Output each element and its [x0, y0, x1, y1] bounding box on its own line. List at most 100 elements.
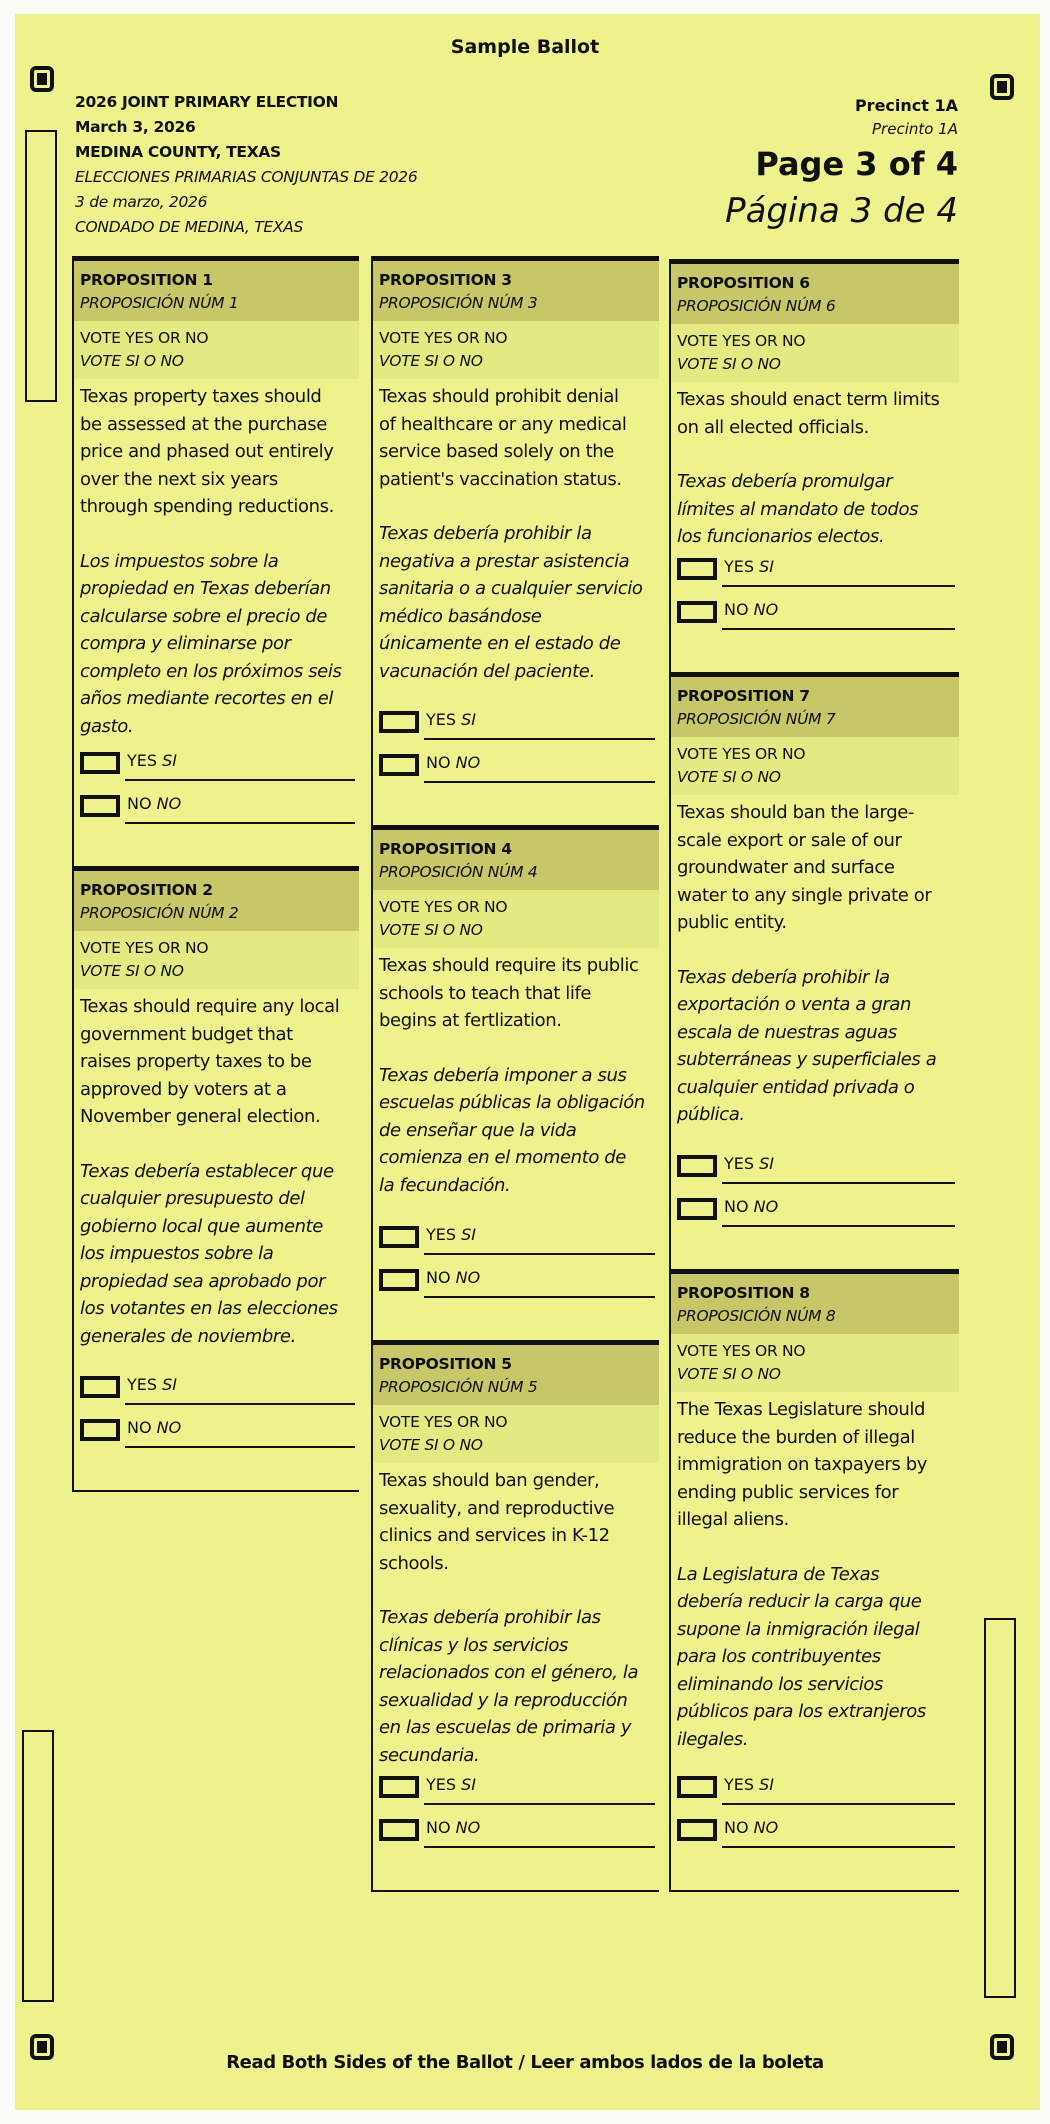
timing-mark-icon [30, 2034, 54, 2060]
proposition-8: PROPOSITION 8 PROPOSICIÓN NÚM 8 VOTE YES O… [669, 1269, 959, 1892]
yes-oval-checkbox[interactable] [677, 1155, 717, 1177]
proposition-text: Texas should ban the large- scale export… [671, 795, 959, 1129]
proposition-header: PROPOSITION 8 PROPOSICIÓN NÚM 8 [671, 1274, 959, 1334]
vote-instruction: VOTE YES OR NO VOTE SI O NO [373, 321, 659, 379]
proposition-header: PROPOSITION 1 PROPOSICIÓN NÚM 1 [74, 261, 359, 321]
option-divider [125, 822, 355, 824]
proposition-text-en: The Texas Legislature should reduce the … [677, 1399, 927, 1530]
option-yes[interactable]: YES SI [80, 1374, 355, 1405]
ballot-column-1: PROPOSITION 1 PROPOSICIÓN NÚM 1 VOTE YES O… [72, 256, 359, 1492]
proposition-text-es: Texas debería promulgar límites al manda… [677, 471, 919, 547]
precinct: Precinct 1A [854, 96, 958, 115]
no-oval-checkbox[interactable] [379, 754, 419, 776]
election-date: March 3, 2026 [75, 118, 196, 136]
vote-instruction: VOTE YES OR NO VOTE SI O NO [74, 931, 359, 989]
option-yes[interactable]: YES SI [80, 750, 355, 781]
vote-instruction-es: VOTE SI O NO [677, 1365, 781, 1383]
yes-oval-checkbox[interactable] [80, 1376, 120, 1398]
election-name-es: ELECCIONES PRIMARIAS CONJUNTAS DE 2026 [75, 168, 418, 186]
yes-oval-checkbox[interactable] [379, 1776, 419, 1798]
option-divider [722, 1182, 955, 1184]
proposition-4: PROPOSITION 4 PROPOSICIÓN NÚM 4 VOTE YES O… [371, 825, 659, 1340]
proposition-text: Texas property taxes should be assessed … [74, 379, 359, 740]
no-label-es: NO [156, 1418, 182, 1437]
option-yes[interactable]: YES SI [379, 1774, 655, 1805]
proposition-text-es: La Legislatura de Texas debería reducir … [677, 1563, 926, 1750]
option-divider [722, 1846, 955, 1848]
option-no[interactable]: NO NO [677, 1196, 955, 1227]
proposition-text-en: Texas should ban gender, sexuality, and … [379, 1470, 615, 1574]
proposition-title-es: PROPOSICIÓN NÚM 1 [80, 294, 239, 312]
no-label-en: NO [426, 753, 451, 772]
yes-oval-checkbox[interactable] [379, 711, 419, 733]
proposition-text-en: Texas should require any local governmen… [80, 996, 340, 1127]
option-no[interactable]: NO NO [379, 1817, 655, 1848]
no-label: NO NO [724, 599, 778, 621]
option-no[interactable]: NO NO [677, 1817, 955, 1848]
proposition-header: PROPOSITION 7 PROPOSICIÓN NÚM 7 [671, 677, 959, 737]
ballot-column-3: PROPOSITION 6 PROPOSICIÓN NÚM 6 VOTE YES O… [669, 259, 959, 1892]
yes-oval-checkbox[interactable] [80, 752, 120, 774]
proposition-5: PROPOSITION 5 PROPOSICIÓN NÚM 5 VOTE YES O… [371, 1340, 659, 1892]
option-yes[interactable]: YES SI [677, 1774, 955, 1805]
option-yes[interactable]: YES SI [379, 1224, 655, 1255]
no-oval-checkbox[interactable] [379, 1269, 419, 1291]
proposition-text-es: Texas debería establecer que cualquier p… [80, 1160, 338, 1347]
proposition-title-es: PROPOSICIÓN NÚM 7 [677, 710, 836, 728]
proposition-title-es: PROPOSICIÓN NÚM 4 [379, 863, 538, 881]
footer-instruction: Read Both Sides of the Ballot / Leer amb… [226, 2052, 824, 2073]
vote-instruction: VOTE YES OR NO VOTE SI O NO [671, 737, 959, 795]
ballot-column-2: PROPOSITION 3 PROPOSICIÓN NÚM 3 VOTE YES O… [371, 256, 659, 1892]
option-divider [424, 1803, 655, 1805]
option-divider [722, 585, 955, 587]
yes-label: YES SI [426, 1774, 476, 1796]
proposition-header: PROPOSITION 6 PROPOSICIÓN NÚM 6 [671, 264, 959, 324]
option-yes[interactable]: YES SI [677, 1153, 955, 1184]
timing-bar [984, 1618, 1016, 1998]
yes-label-es: SI [162, 751, 178, 770]
proposition-title: PROPOSITION 2 [80, 881, 213, 899]
vote-instruction-en: VOTE YES OR NO [80, 939, 209, 957]
proposition-title-es: PROPOSICIÓN NÚM 2 [80, 904, 239, 922]
vote-instruction-en: VOTE YES OR NO [80, 329, 209, 347]
proposition-title: PROPOSITION 7 [677, 687, 810, 705]
ballot-title: Sample Ballot [450, 36, 600, 58]
no-oval-checkbox[interactable] [80, 1419, 120, 1441]
vote-instruction-en: VOTE YES OR NO [379, 1413, 508, 1431]
option-yes[interactable]: YES SI [379, 709, 655, 740]
option-no[interactable]: NO NO [677, 599, 955, 630]
option-divider [125, 779, 355, 781]
option-divider [424, 1846, 655, 1848]
vote-instruction: VOTE YES OR NO VOTE SI O NO [671, 1334, 959, 1392]
no-oval-checkbox[interactable] [677, 1198, 717, 1220]
proposition-text: Texas should ban gender, sexuality, and … [373, 1463, 659, 1769]
no-label-es: NO [156, 794, 182, 813]
no-label-es: NO [455, 1818, 481, 1837]
option-divider [424, 1253, 655, 1255]
no-label-en: NO [724, 1197, 749, 1216]
no-label: NO NO [724, 1196, 778, 1218]
no-label: NO NO [127, 793, 181, 815]
option-yes[interactable]: YES SI [677, 556, 955, 587]
option-no[interactable]: NO NO [80, 1417, 355, 1448]
proposition-text: The Texas Legislature should reduce the … [671, 1392, 959, 1753]
yes-label-en: YES [724, 1154, 755, 1173]
precinct-es: Precinto 1A [872, 120, 958, 138]
proposition-1: PROPOSITION 1 PROPOSICIÓN NÚM 1 VOTE YES O… [72, 256, 359, 866]
option-no[interactable]: NO NO [379, 1267, 655, 1298]
no-oval-checkbox[interactable] [80, 795, 120, 817]
no-oval-checkbox[interactable] [677, 601, 717, 623]
no-oval-checkbox[interactable] [677, 1819, 717, 1841]
yes-oval-checkbox[interactable] [677, 558, 717, 580]
proposition-text: Texas should require its public schools … [373, 948, 659, 1199]
proposition-6: PROPOSITION 6 PROPOSICIÓN NÚM 6 VOTE YES O… [669, 259, 959, 672]
proposition-header: PROPOSITION 4 PROPOSICIÓN NÚM 4 [373, 830, 659, 890]
yes-label-en: YES [426, 1225, 457, 1244]
yes-oval-checkbox[interactable] [379, 1226, 419, 1248]
proposition-text: Texas should prohibit denial of healthca… [373, 379, 659, 685]
proposition-text: Texas should enact term limits on all el… [671, 382, 959, 551]
option-no[interactable]: NO NO [379, 752, 655, 783]
option-no[interactable]: NO NO [80, 793, 355, 824]
no-oval-checkbox[interactable] [379, 1819, 419, 1841]
yes-oval-checkbox[interactable] [677, 1776, 717, 1798]
